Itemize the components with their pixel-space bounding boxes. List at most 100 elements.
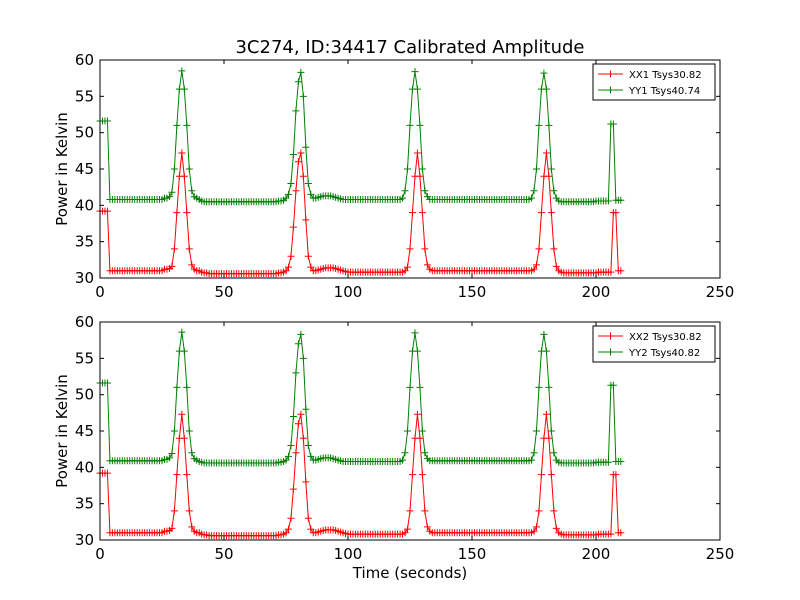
data-point: [542, 85, 550, 93]
data-point: [408, 209, 416, 217]
legend-label: XX2 Tsys30.82: [629, 332, 702, 343]
data-point: [180, 85, 188, 93]
y-axis-label: Power in Kelvin: [53, 112, 71, 226]
data-point: [547, 427, 555, 435]
data-point: [302, 405, 310, 413]
x-tick-label: 250: [706, 283, 735, 301]
data-point: [289, 150, 297, 158]
data-point: [545, 172, 553, 180]
data-point: [173, 383, 181, 391]
data-point: [545, 121, 553, 129]
data-point: [399, 456, 407, 464]
data-point: [178, 328, 186, 336]
data-point: [542, 149, 550, 157]
y-tick-label: 35: [75, 233, 94, 251]
y-tick-label: 60: [75, 313, 94, 331]
y-tick-label: 50: [75, 386, 94, 404]
x-tick-label: 50: [214, 283, 233, 301]
data-point: [418, 209, 426, 217]
y-tick-label: 30: [75, 269, 94, 287]
data-point: [411, 68, 419, 76]
data-point: [297, 68, 305, 76]
data-point: [421, 449, 429, 457]
data-point: [282, 529, 290, 537]
data-point: [183, 471, 191, 479]
data-point: [423, 261, 431, 269]
data-point: [282, 267, 290, 275]
data-point: [173, 209, 181, 217]
data-point: [535, 383, 543, 391]
data-point: [294, 340, 302, 348]
data-point: [287, 442, 295, 450]
data-point: [103, 117, 111, 125]
data-point: [173, 121, 181, 129]
data-point: [282, 456, 290, 464]
data-point: [537, 209, 545, 217]
data-point: [168, 188, 176, 196]
data-point: [287, 514, 295, 522]
data-point: [542, 410, 550, 418]
data-point: [185, 165, 193, 173]
data-point: [532, 523, 540, 531]
x-tick-label: 250: [706, 545, 735, 563]
data-point: [299, 434, 307, 442]
data-point: [304, 252, 312, 260]
data-point: [413, 85, 421, 93]
data-point: [607, 268, 615, 276]
y-tick-label: 45: [75, 160, 94, 178]
data-point: [413, 410, 421, 418]
data-point: [535, 245, 543, 253]
data-point: [183, 209, 191, 217]
x-tick-label: 50: [214, 545, 233, 563]
data-point: [604, 458, 612, 466]
legend-marker: [607, 348, 614, 356]
data-point: [612, 471, 620, 479]
data-point: [299, 172, 307, 180]
data-point: [294, 420, 302, 428]
data-point: [185, 245, 193, 253]
data-point: [612, 209, 620, 217]
data-point: [416, 383, 424, 391]
data-point: [299, 354, 307, 362]
data-point: [401, 529, 409, 537]
y-tick-label: 30: [75, 531, 94, 549]
data-point: [304, 514, 312, 522]
data-point: [406, 121, 414, 129]
y-tick-label: 40: [75, 196, 94, 214]
data-point: [307, 190, 315, 198]
data-point: [617, 529, 625, 537]
data-point: [292, 187, 300, 195]
data-point: [299, 92, 307, 100]
data-point: [404, 165, 412, 173]
data-point: [185, 427, 193, 435]
data-point: [401, 449, 409, 457]
data-point: [413, 347, 421, 355]
data-point: [418, 165, 426, 173]
data-point: [188, 187, 196, 195]
data-point: [165, 193, 173, 201]
y-tick-label: 55: [75, 87, 94, 105]
data-point: [535, 507, 543, 515]
data-point: [532, 165, 540, 173]
data-point: [528, 456, 536, 464]
data-point: [617, 267, 625, 275]
data-point: [617, 458, 625, 466]
data-point: [297, 410, 305, 418]
data-point: [287, 252, 295, 260]
series-markers-0: [96, 149, 625, 278]
data-point: [542, 347, 550, 355]
data-point: [532, 427, 540, 435]
data-point: [302, 478, 310, 486]
data-point: [408, 471, 416, 479]
data-point: [404, 525, 412, 533]
x-tick-label: 100: [334, 545, 363, 563]
data-point: [532, 261, 540, 269]
x-tick-label: 150: [458, 545, 487, 563]
data-point: [168, 524, 176, 532]
data-point: [178, 410, 186, 418]
legend-label: YY1 Tsys40.74: [628, 86, 700, 97]
x-tick-label: 0: [95, 545, 105, 563]
data-point: [292, 449, 300, 457]
data-point: [173, 471, 181, 479]
